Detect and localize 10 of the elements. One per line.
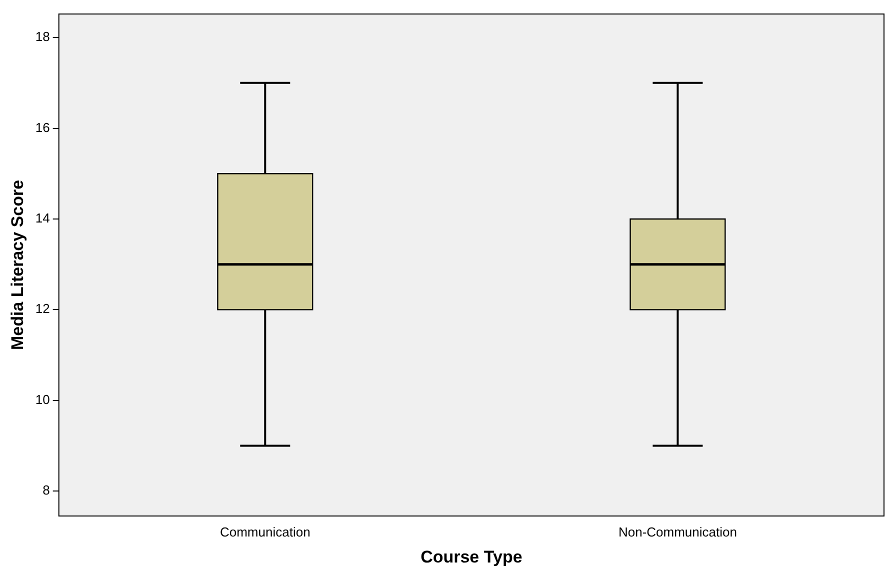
y-tick-label: 12 <box>35 301 50 316</box>
x-tick-label: Communication <box>220 524 310 540</box>
x-tick-label: Non-Communication <box>618 524 737 540</box>
y-tick-label: 14 <box>35 210 50 226</box>
y-tick-label: 10 <box>35 392 50 407</box>
x-axis-title: Course Type <box>420 547 522 566</box>
y-tick-label: 18 <box>35 29 50 44</box>
y-tick-label: 8 <box>42 482 50 498</box>
y-tick-label: 16 <box>35 120 50 135</box>
y-axis-title: Media Literacy Score <box>8 180 27 350</box>
